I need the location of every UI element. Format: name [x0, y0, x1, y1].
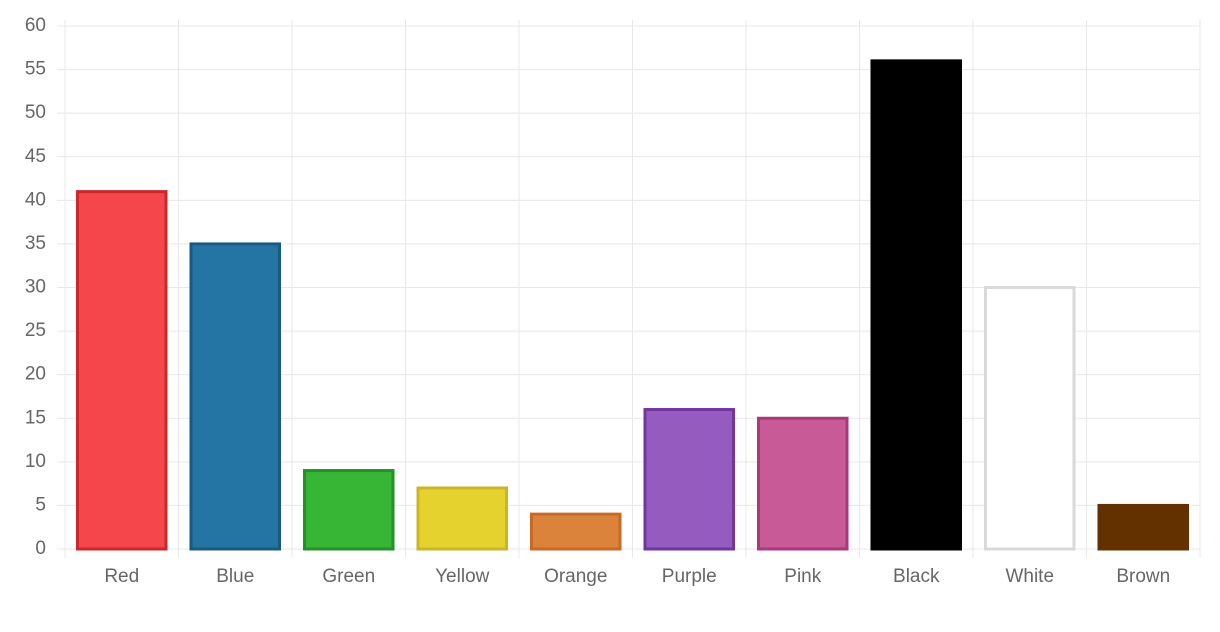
x-tick-label: White — [1005, 566, 1054, 587]
y-tick-label: 35 — [25, 233, 46, 254]
x-tick-label: Yellow — [435, 566, 490, 587]
y-tick-label: 5 — [35, 494, 46, 515]
bar — [529, 512, 622, 551]
x-tick-label: Red — [104, 566, 139, 587]
bar — [75, 190, 168, 551]
bar — [416, 486, 509, 551]
x-tick-label: Blue — [216, 566, 254, 587]
x-tick-label: Pink — [784, 566, 821, 587]
bar — [302, 469, 395, 551]
y-tick-label: 0 — [35, 538, 46, 559]
y-tick-label: 20 — [25, 364, 46, 385]
bar — [870, 59, 963, 551]
x-tick-label: Brown — [1116, 566, 1170, 587]
y-tick-label: 15 — [25, 407, 46, 428]
bar — [756, 416, 849, 551]
bar — [643, 408, 736, 551]
bar — [983, 286, 1076, 551]
bar — [189, 242, 282, 551]
y-tick-label: 60 — [25, 15, 46, 36]
x-tick-label: Black — [893, 566, 940, 587]
y-tick-label: 55 — [25, 59, 46, 80]
bar — [1097, 503, 1190, 551]
y-tick-label: 25 — [25, 320, 46, 341]
y-tick-label: 30 — [25, 277, 46, 298]
y-tick-label: 50 — [25, 102, 46, 123]
x-tick-label: Purple — [662, 566, 717, 587]
x-tick-label: Orange — [544, 566, 607, 587]
y-tick-label: 10 — [25, 451, 46, 472]
x-tick-label: Green — [322, 566, 375, 587]
y-tick-label: 40 — [25, 189, 46, 210]
y-tick-label: 45 — [25, 146, 46, 167]
